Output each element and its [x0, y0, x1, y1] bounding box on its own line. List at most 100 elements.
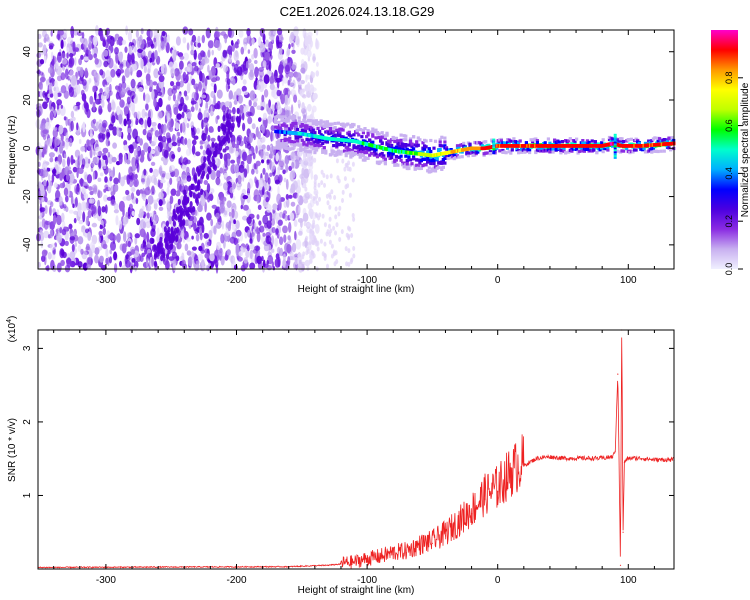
spectrogram-noise-cell	[309, 40, 314, 48]
spectrogram-noise-cell	[305, 235, 309, 241]
spectrogram-noise-cell	[140, 79, 144, 86]
spectrogram-ridge-cell	[379, 139, 383, 143]
spectrogram-ridge-cell	[537, 146, 541, 150]
spectrogram-noise-cell	[176, 242, 182, 250]
spectrogram-noise-cell	[146, 212, 150, 219]
spectrogram-noise-cell	[287, 256, 291, 267]
spectrogram-ridge-cell	[385, 133, 389, 137]
spectrogram-noise-cell	[109, 83, 112, 93]
spectrogram-noise-cell	[81, 225, 85, 230]
spectrogram-noise-cell	[127, 240, 131, 248]
spectrogram-noise-cell	[237, 116, 241, 123]
spectrogram-noise-cell	[334, 214, 338, 220]
spectrogram-noise-cell	[243, 43, 247, 51]
spectrogram-noise-cell	[144, 247, 147, 255]
spectrogram-noise-cell	[48, 76, 52, 83]
spectrogram-ridge-cell	[379, 160, 383, 164]
spectrogram-noise-cell	[201, 163, 205, 171]
spectrogram-noise-cell	[211, 141, 215, 148]
spectrogram-noise-cell	[77, 236, 84, 245]
spectrogram-ridge-cell	[281, 123, 286, 127]
snr-y-scale-label: (x104)	[6, 316, 18, 343]
spectrogram-noise-cell	[298, 205, 301, 215]
spectrogram-ridge-cell	[410, 162, 414, 166]
spectrogram-ridge-cell	[429, 138, 433, 143]
spectrogram-noise-cell	[127, 52, 132, 63]
snr-point	[612, 456, 614, 458]
spectrogram-noise-cell	[63, 153, 67, 159]
spectrogram-ridge-cell	[476, 150, 480, 154]
snr-y-axis-label: SNR (10 * v/v)	[7, 418, 18, 482]
spectrogram-noise-cell	[233, 99, 238, 105]
spectrogram-noise-cell	[211, 204, 217, 209]
spectrogram-ridge-cell	[399, 154, 403, 158]
spectrogram-ridge-cell	[369, 130, 373, 134]
spectrogram-noise-cell	[49, 93, 54, 98]
spectrogram-ridge-cell	[274, 120, 278, 125]
spectrogram-noise-cell	[279, 247, 284, 257]
spectrogram-noise-cell	[203, 109, 207, 118]
spectrogram-ridge-cell	[300, 144, 304, 148]
spectrogram-spike-cell	[613, 139, 617, 142]
spectrogram-noise-cell	[53, 182, 58, 188]
spectrogram-noise-cell	[179, 183, 185, 193]
spectrogram-noise-cell	[98, 135, 105, 143]
spectrogram-noise-cell	[152, 81, 158, 86]
spectrogram-noise-cell	[172, 210, 176, 218]
spectrogram-ridge-cell	[416, 143, 420, 147]
spectrogram-ridge-cell	[551, 147, 555, 151]
spectrogram-noise-cell	[156, 242, 160, 249]
spectrogram-noise-cell	[242, 79, 247, 85]
spectrogram-noise-cell	[308, 240, 312, 246]
spectrogram-ridge-cell	[332, 130, 336, 134]
spectrogram-noise-cell	[210, 218, 214, 227]
spectrogram-noise-cell	[191, 34, 197, 43]
spectrogram-ridge-cell	[592, 148, 596, 152]
spectrogram-noise-cell	[153, 244, 157, 251]
spectrogram-noise-cell	[245, 60, 250, 69]
spectrogram-noise-cell	[347, 233, 351, 239]
spectrogram-spike-cell	[492, 138, 496, 141]
spectrogram-noise-cell	[315, 39, 320, 50]
spectrogram-ridge-cell	[360, 135, 364, 139]
spectrogram-noise-cell	[52, 126, 58, 131]
spectrogram-noise-cell	[293, 219, 298, 227]
spectrogram-ridge-cell	[296, 127, 300, 132]
spectrogram-noise-cell	[134, 233, 140, 239]
spectrogram-noise-cell	[136, 146, 141, 151]
spectrogram-ridge-cell	[488, 150, 492, 154]
spectrogram-ridge-cell	[587, 140, 591, 145]
spectrogram-noise-cell	[256, 226, 259, 235]
spectrogram-noise-cell	[87, 231, 92, 241]
spectrogram-noise-cell	[206, 212, 212, 221]
spectrogram-noise-cell	[190, 106, 195, 113]
spectrogram-noise-cell	[307, 115, 312, 120]
spectrogram-noise-cell	[176, 113, 182, 120]
spectrogram-noise-cell	[346, 183, 350, 189]
spectrogram-ridge-cell	[625, 147, 629, 151]
spectrogram-noise-cell	[61, 228, 67, 236]
spectrogram-noise-cell	[190, 121, 194, 129]
spectrogram-noise-cell	[87, 139, 93, 151]
snr-point	[418, 546, 420, 548]
spectrogram-noise-cell	[249, 63, 255, 73]
spectrogram-ridge-cell	[415, 140, 419, 144]
spectrogram-noise-cell	[42, 129, 49, 134]
spectrogram-noise-cell	[301, 167, 305, 176]
spectrogram-noise-cell	[96, 73, 101, 83]
spectrogram-noise-cell	[44, 55, 47, 64]
spectrogram-noise-cell	[287, 56, 291, 64]
spectrogram-noise-cell	[151, 186, 155, 192]
spectrogram-noise-cell	[103, 164, 107, 170]
spectrogram-noise-cell	[352, 216, 356, 222]
spectrogram-noise-cell	[245, 243, 249, 250]
spectrogram-noise-cell	[316, 246, 320, 252]
spectrogram-noise-cell	[118, 83, 122, 93]
spectrogram-noise-cell	[204, 248, 210, 254]
spectrogram-ridge-cell	[562, 146, 566, 150]
spectrogram-noise-cell	[301, 94, 307, 99]
spectrogram-noise-cell	[102, 147, 109, 154]
spectrogram-noise-cell	[74, 196, 78, 208]
spectrogram-noise-cell	[247, 182, 251, 193]
spectrogram-noise-cell	[103, 91, 110, 100]
